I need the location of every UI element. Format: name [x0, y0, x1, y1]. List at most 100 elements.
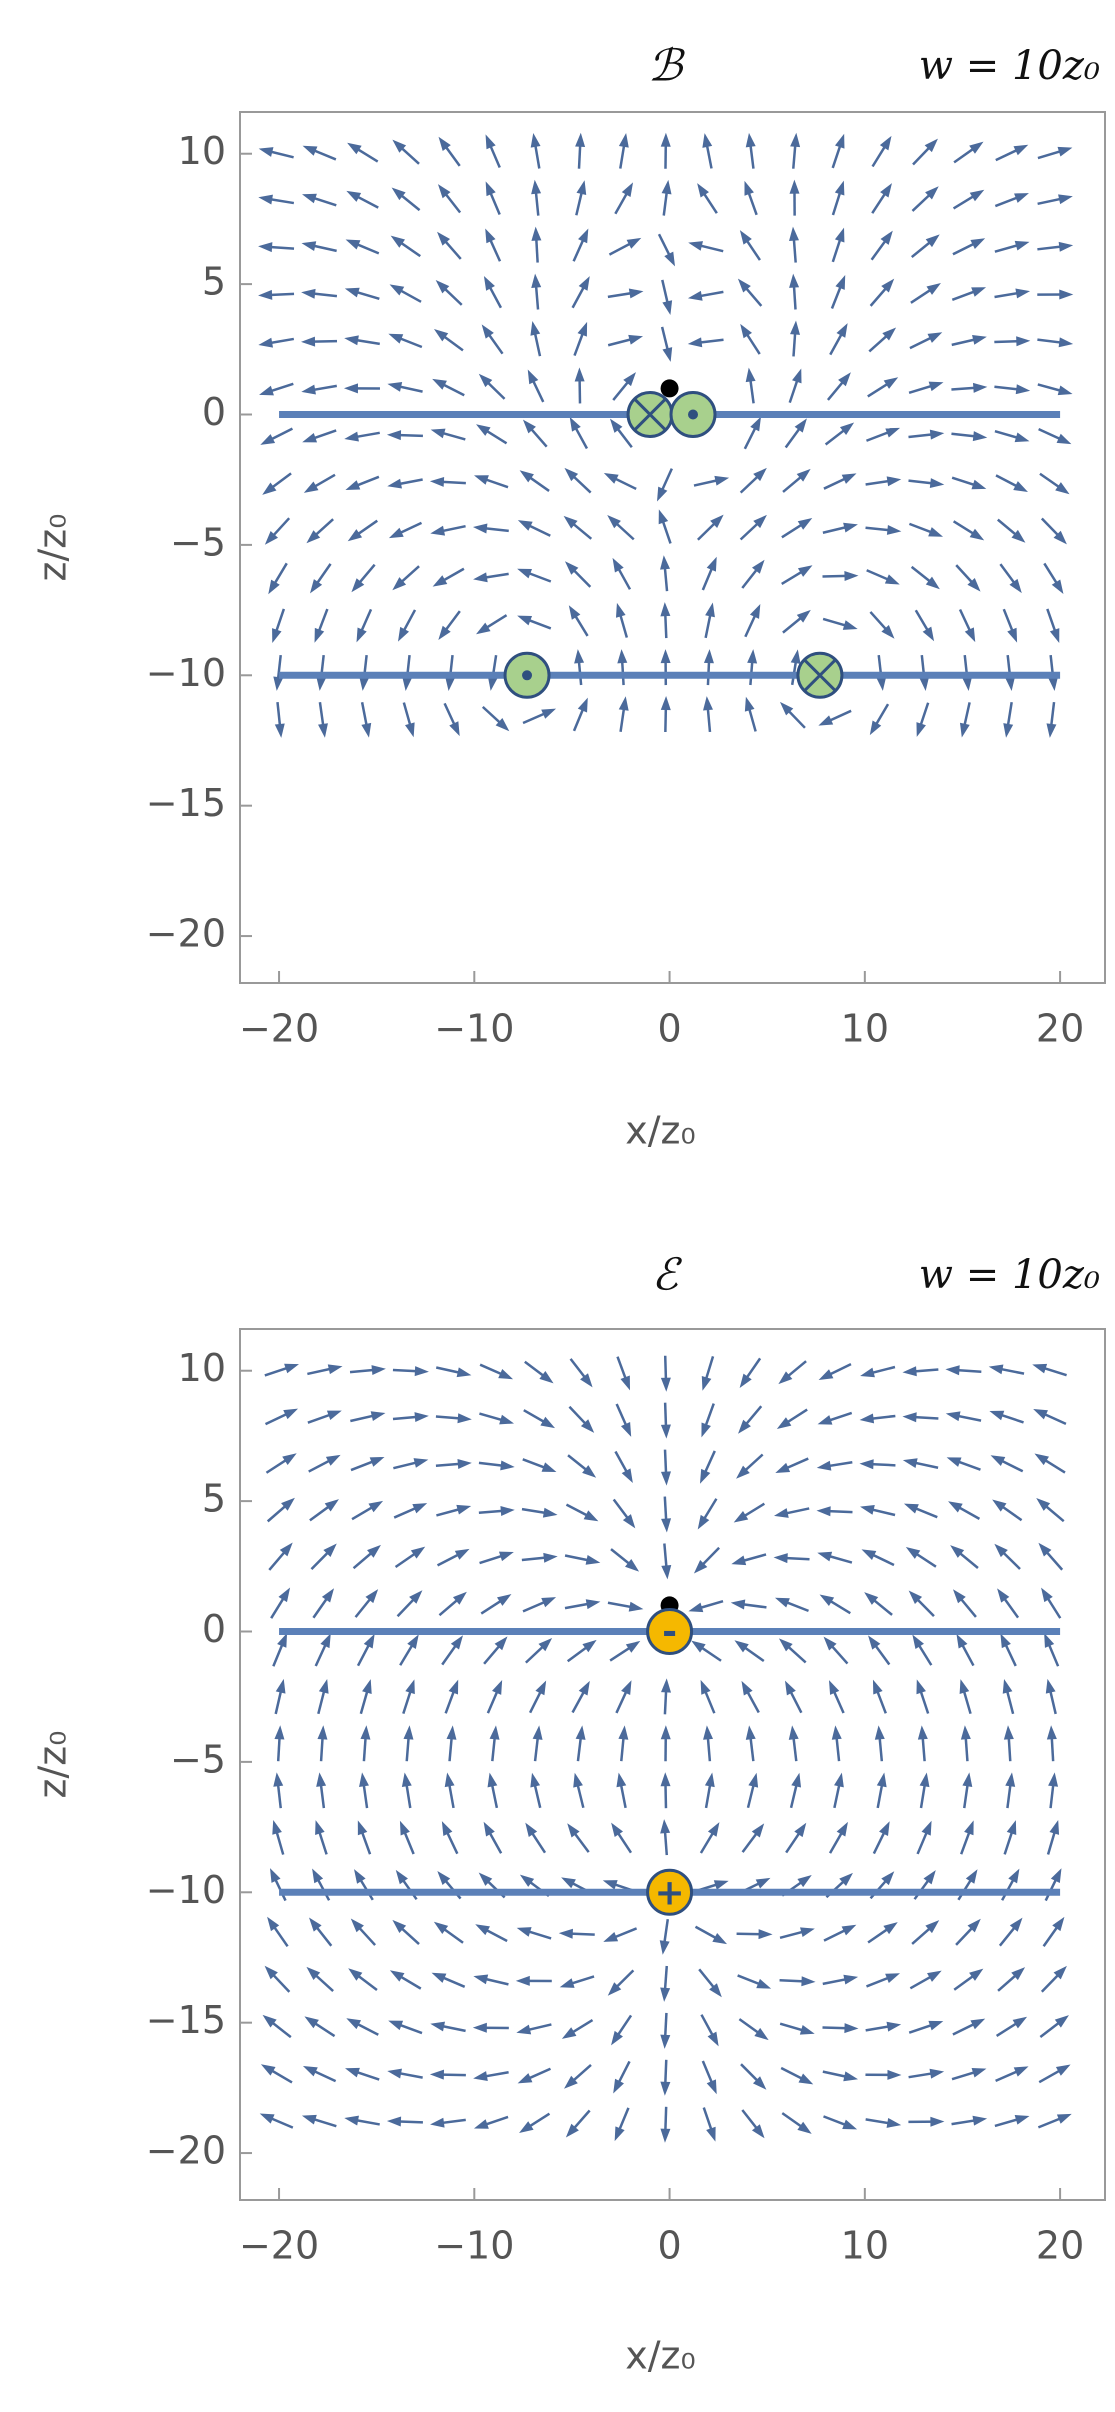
- arrow-head: [492, 1680, 502, 1695]
- arrow-head: [578, 698, 588, 713]
- arrow-head: [1015, 288, 1030, 298]
- arrow-head: [533, 1725, 543, 1739]
- arrow-head: [541, 1597, 556, 1607]
- arrow-head: [712, 1933, 727, 1944]
- arrow-head: [923, 1870, 935, 1884]
- arrow-head: [430, 526, 445, 536]
- arrow-head: [348, 529, 362, 541]
- arrow-head: [884, 377, 899, 389]
- arrow-head: [879, 1821, 890, 1836]
- arrow-head: [930, 478, 944, 488]
- arrow-head: [701, 1680, 711, 1695]
- arrow-head: [578, 228, 588, 243]
- arrow-head: [832, 1725, 842, 1739]
- arrow-head: [619, 133, 629, 148]
- arrow-head: [1057, 2114, 1072, 2124]
- arrow-head: [484, 1822, 495, 1837]
- arrow-head: [400, 1821, 410, 1836]
- arrow-head: [661, 1518, 671, 1532]
- arrow-head: [403, 1725, 413, 1739]
- arrow-head: [1046, 723, 1056, 737]
- arrow-head: [961, 1725, 971, 1739]
- x-tick-label: 20: [1036, 2224, 1084, 2268]
- arrow-head: [989, 1364, 1004, 1374]
- arrow-head: [1056, 2065, 1071, 2076]
- arrow-head: [542, 1462, 557, 1472]
- arrow-head: [473, 524, 487, 534]
- arrow-head: [1049, 1820, 1059, 1835]
- arrow-head: [259, 386, 274, 396]
- arrow-head: [611, 2031, 623, 2045]
- arrow-head: [613, 2079, 624, 2094]
- arrow-head: [960, 723, 970, 738]
- arrow-head: [432, 1973, 447, 1983]
- arrow-head: [387, 479, 402, 489]
- arrow-head: [344, 383, 358, 393]
- arrow-head: [659, 509, 668, 524]
- arrow-head: [746, 368, 756, 383]
- arrow-head: [473, 572, 488, 582]
- arrow-head: [885, 1973, 900, 1983]
- arrow-head: [661, 1424, 671, 1438]
- arrow-head: [414, 1412, 428, 1422]
- arrow-head: [962, 1772, 972, 1787]
- arrow-head: [345, 288, 360, 298]
- arrow-head: [388, 334, 403, 344]
- arrow-head: [714, 1880, 729, 1890]
- arrow-head: [387, 2069, 402, 2079]
- arrow-head: [843, 2071, 858, 2081]
- arrow-head: [258, 195, 273, 205]
- arrow-head: [578, 322, 588, 337]
- arrow-head: [457, 1413, 471, 1423]
- arrow-head: [258, 242, 272, 252]
- arrow-head: [868, 1635, 880, 1649]
- arrow-head: [750, 604, 760, 619]
- arrow-head: [486, 181, 496, 196]
- arrow-head: [531, 133, 541, 148]
- arrow-head: [616, 603, 626, 618]
- arrow-head: [843, 1975, 858, 1985]
- arrow-head: [906, 1547, 920, 1559]
- arrow-head: [616, 1773, 626, 1788]
- arrow-head: [302, 241, 317, 251]
- arrow-head: [540, 1417, 555, 1428]
- arrow-head: [412, 1503, 427, 1513]
- arrow-head: [1033, 1409, 1048, 1419]
- arrow-head: [745, 697, 755, 712]
- y-tick-label: 0: [202, 390, 226, 434]
- arrow-head: [746, 1725, 756, 1739]
- arrow-head: [360, 1725, 370, 1739]
- arrow-head: [971, 287, 986, 297]
- arrow-head: [272, 1820, 282, 1835]
- y-tick-label: −15: [146, 1998, 226, 2042]
- y-axis-label: z/z₀: [31, 514, 75, 582]
- arrow-head: [541, 709, 556, 719]
- y-tick-label: 0: [202, 1607, 226, 1651]
- arrow-head: [992, 1499, 1006, 1511]
- arrow-head: [364, 1634, 375, 1649]
- arrow-head: [843, 523, 858, 533]
- arrow-head: [344, 2116, 359, 2126]
- arrow-head: [946, 1411, 961, 1421]
- arrow-head: [371, 1411, 386, 1421]
- arrow-head: [627, 238, 642, 249]
- arrow-head: [530, 1773, 540, 1788]
- arrow-head: [530, 321, 540, 336]
- arrow-head: [516, 1976, 530, 1986]
- arrow-head: [1007, 1820, 1017, 1835]
- x-tick-label: 0: [657, 2224, 681, 2268]
- arrow-head: [517, 1927, 532, 1937]
- arrow-head: [434, 329, 448, 341]
- arrow-head: [873, 1680, 883, 1695]
- arrow-head: [800, 2025, 815, 2035]
- arrow-head: [579, 276, 590, 291]
- arrow-head: [945, 1365, 959, 1375]
- arrow-head: [629, 1602, 644, 1612]
- arrow-head: [543, 1553, 557, 1563]
- arrow-head: [390, 1970, 405, 1981]
- arrow-head: [303, 146, 318, 156]
- arrow-head: [862, 1549, 877, 1560]
- arrow-head: [621, 1680, 631, 1695]
- arrow-head: [447, 1725, 457, 1739]
- arrow-head: [449, 1680, 459, 1695]
